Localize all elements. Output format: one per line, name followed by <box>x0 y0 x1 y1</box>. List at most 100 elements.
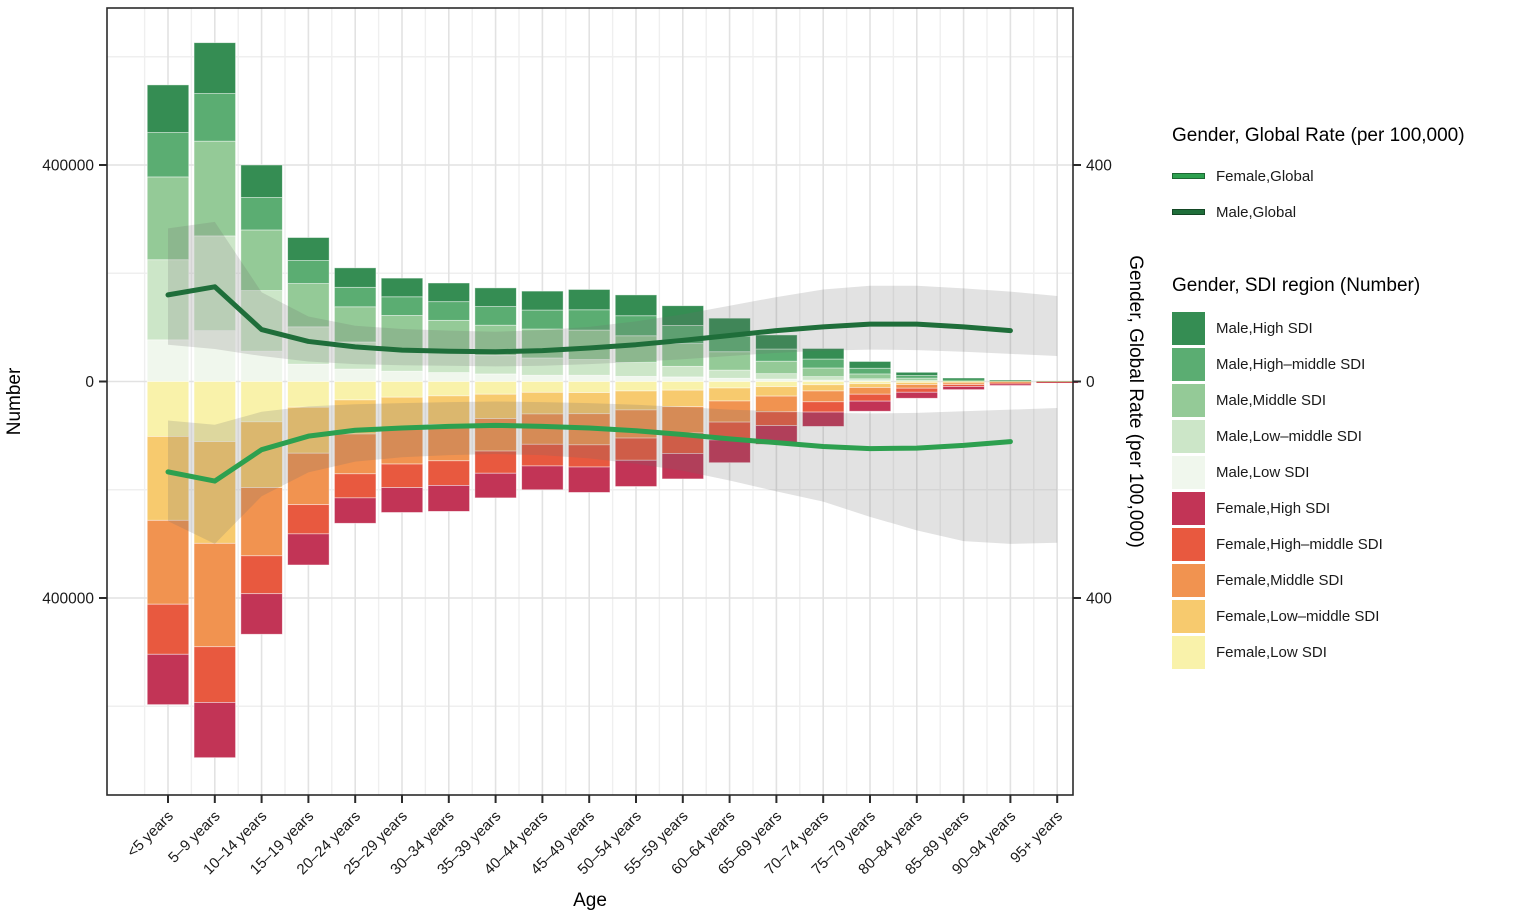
male-bar-segment <box>661 376 704 382</box>
male-bar-segment <box>895 371 938 376</box>
female-bar-segment <box>193 702 236 759</box>
male-bar-segment <box>942 379 985 381</box>
male-bar-segment <box>334 286 377 308</box>
y-axis-tick-label-left: 0 <box>85 374 94 391</box>
male-bar-segment <box>755 373 798 380</box>
female-bar-segment <box>287 381 330 408</box>
male-bar-segment <box>146 132 190 178</box>
female-bar-segment <box>287 533 330 566</box>
male-bar-segment <box>380 296 424 316</box>
legend-item-label: Male,Global <box>1216 203 1297 221</box>
male-bar-segment <box>380 315 424 349</box>
male-bar-segment <box>334 267 377 288</box>
female-high-sdi-swatch <box>1172 491 1205 525</box>
male-bar-segment <box>287 260 330 284</box>
x-axis-title: Age <box>573 890 607 911</box>
male-bar-segment <box>568 289 611 311</box>
legend-item-label: Female,Middle SDI <box>1216 571 1344 589</box>
male-bar-segment <box>802 367 845 378</box>
female-bar-segment <box>755 395 798 413</box>
male-rate-ribbon <box>168 221 1058 367</box>
male-bar-segment <box>240 164 283 198</box>
male-low-sdi-swatch <box>1172 455 1205 489</box>
y-axis-title-right: Gender, Global Rate (per 100,000) <box>1125 255 1146 548</box>
female-bar-segment <box>474 381 517 395</box>
female-bar-segment <box>848 400 892 412</box>
male-bar-segment <box>240 350 283 382</box>
female-bar-segment <box>193 441 236 544</box>
female-bar-segment <box>193 542 236 648</box>
female-bar-segment <box>146 381 190 437</box>
male-bar-segment <box>614 294 658 317</box>
male-bar-segment <box>427 372 470 382</box>
female-bar-segment <box>568 466 611 493</box>
female-low-middle-sdi-swatch <box>1172 599 1205 633</box>
female-bar-segment <box>661 453 704 480</box>
legend-item-male-low-middle-sdi: Male,Low–middle SDI <box>1172 418 1534 454</box>
legend-item-female-low-sdi: Female,Low SDI <box>1172 634 1534 670</box>
female-bar-segment <box>287 406 330 454</box>
female-bar-segment <box>427 381 470 397</box>
legend-item-male-middle-sdi: Male,Middle SDI <box>1172 382 1534 418</box>
male-bar-segment <box>802 358 845 369</box>
male-bar-segment <box>240 197 283 231</box>
female-bar-segment <box>848 383 892 388</box>
male-bar-segment <box>427 282 470 303</box>
female-bar-segment <box>240 593 283 635</box>
legend-item-female-middle-sdi: Female,Middle SDI <box>1172 562 1534 598</box>
female-bar-segment <box>146 519 190 605</box>
female-bar-segment <box>380 426 424 465</box>
female-bar-segment <box>614 381 658 392</box>
legend-sdi-title: Gender, SDI region (Number) <box>1172 275 1421 296</box>
y-axis-tick-label-right: 0 <box>1086 374 1095 391</box>
male-bar-segment <box>146 339 190 382</box>
legend-item-label: Male,Low–middle SDI <box>1216 427 1362 445</box>
female-bar-segment <box>895 387 938 393</box>
male-bar-segment <box>614 335 658 363</box>
female-bar-segment <box>942 381 985 383</box>
legend: Gender, Global Rate (per 100,000) Female… <box>1172 124 1534 670</box>
female-bar-segment <box>568 381 611 393</box>
male-bar-segment <box>896 380 938 382</box>
male-bar-segment <box>942 378 985 380</box>
female-bar-segment <box>989 382 1032 383</box>
female-bar-segment <box>334 473 377 499</box>
female-bar-segment <box>380 381 424 398</box>
male-bar-segment <box>848 373 892 380</box>
male-bar-segment <box>848 361 892 369</box>
legend-item-female-high-middle-sdi: Female,High–middle SDI <box>1172 526 1534 562</box>
female-bar-segment <box>240 487 283 557</box>
male-bar-segment <box>521 290 564 311</box>
male-bar-segment <box>334 368 377 382</box>
legend-item-male-high-middle-sdi: Male,High–middle SDI <box>1172 346 1534 382</box>
male-bar-segment <box>661 365 704 378</box>
male-bar-segment <box>334 306 377 343</box>
female-bar-segment <box>802 401 845 413</box>
female-bar-segment <box>895 391 938 399</box>
male-bar-segment <box>848 367 892 375</box>
male-bar-segment <box>146 84 190 133</box>
male-high-sdi-swatch <box>1172 311 1205 345</box>
male-bar-segment <box>989 380 1032 381</box>
female-bar-segment <box>146 603 190 655</box>
female-bar-segment <box>146 653 190 706</box>
female-bar-segment <box>380 463 424 488</box>
male-bar-segment <box>521 309 564 330</box>
y-axis-tick-label-right: 400 <box>1086 158 1112 175</box>
female-high-middle-sdi-swatch <box>1172 527 1205 561</box>
legend-rate-title: Gender, Global Rate (per 100,000) <box>1172 125 1465 146</box>
legend-item-label: Female,High SDI <box>1216 499 1331 517</box>
female-bar-segment <box>240 555 283 595</box>
male-bar-segment <box>193 93 236 142</box>
legend-item-female-global: Female,Global <box>1172 158 1534 194</box>
female-bar-segment <box>240 421 283 488</box>
legend-rate-items: Female,Global Male,Global <box>1172 158 1534 230</box>
legend-item-label: Female,High–middle SDI <box>1216 535 1383 553</box>
female-rate-ribbon <box>168 401 1058 544</box>
male-bar-segment <box>942 380 985 382</box>
female-low-sdi-swatch <box>1172 635 1205 669</box>
male-bar-segment <box>193 42 236 94</box>
male-bar-segment <box>146 259 190 341</box>
male-bar-segment <box>380 370 424 382</box>
